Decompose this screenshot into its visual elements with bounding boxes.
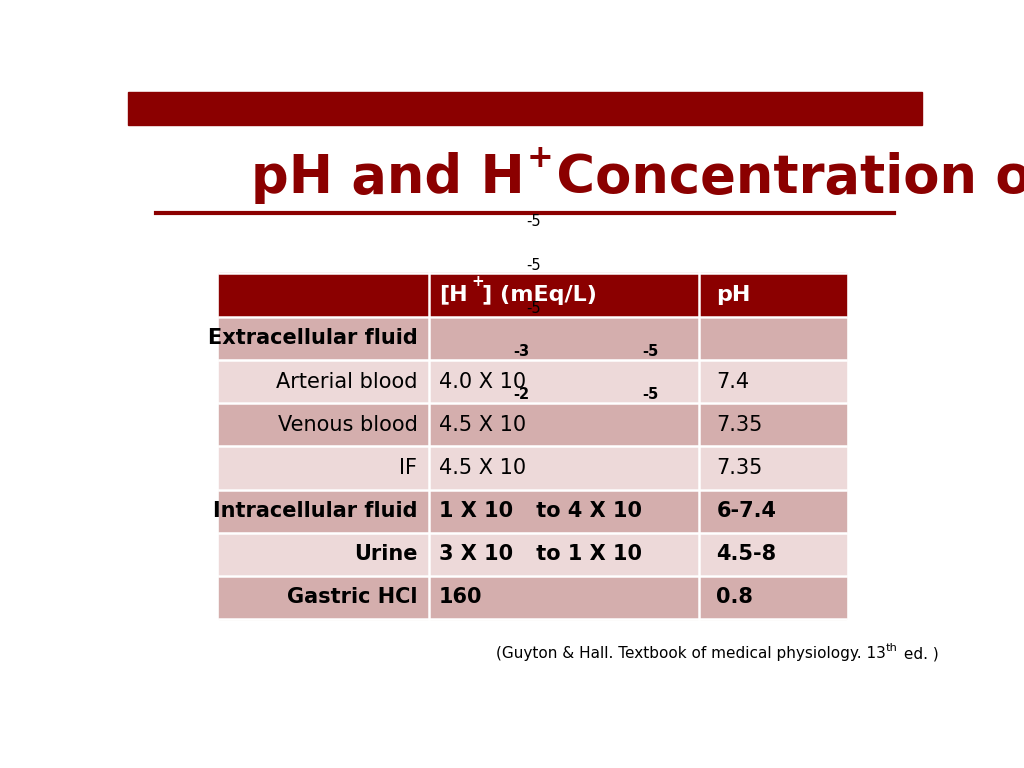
Bar bbox=[219, 533, 846, 576]
Text: -2: -2 bbox=[513, 387, 529, 402]
Text: 4.5 X 10: 4.5 X 10 bbox=[439, 458, 526, 478]
Text: to 4 X 10: to 4 X 10 bbox=[529, 502, 642, 521]
Text: Arterial blood: Arterial blood bbox=[275, 372, 418, 392]
Text: ] (mEq/L): ] (mEq/L) bbox=[482, 285, 597, 305]
Text: pH and H: pH and H bbox=[251, 152, 524, 204]
Text: Urine: Urine bbox=[354, 545, 418, 564]
Bar bbox=[219, 273, 846, 317]
Text: [H: [H bbox=[439, 285, 467, 305]
Text: -5: -5 bbox=[642, 387, 658, 402]
Text: -5: -5 bbox=[526, 301, 541, 316]
Bar bbox=[219, 317, 846, 360]
Text: Intracellular fluid: Intracellular fluid bbox=[213, 502, 418, 521]
Bar bbox=[128, 92, 922, 124]
Text: +: + bbox=[471, 274, 484, 290]
Text: IF: IF bbox=[399, 458, 418, 478]
Text: -5: -5 bbox=[526, 257, 541, 273]
Text: 4.5 X 10: 4.5 X 10 bbox=[439, 415, 526, 435]
Text: to 1 X 10: to 1 X 10 bbox=[529, 545, 642, 564]
Text: Concentration of Body Fluids: Concentration of Body Fluids bbox=[539, 152, 1024, 204]
Text: (Guyton & Hall. Textbook of medical physiology. 13: (Guyton & Hall. Textbook of medical phys… bbox=[496, 646, 886, 661]
Text: 4.0 X 10: 4.0 X 10 bbox=[439, 372, 526, 392]
Text: 7.35: 7.35 bbox=[717, 415, 763, 435]
Text: Venous blood: Venous blood bbox=[278, 415, 418, 435]
Text: 160: 160 bbox=[439, 588, 482, 607]
Text: 7.4: 7.4 bbox=[717, 372, 750, 392]
Text: 7.35: 7.35 bbox=[717, 458, 763, 478]
Text: Extracellular fluid: Extracellular fluid bbox=[208, 329, 418, 349]
Bar bbox=[219, 360, 846, 403]
Bar bbox=[219, 576, 846, 619]
Text: +: + bbox=[526, 144, 553, 174]
Bar bbox=[219, 403, 846, 446]
Text: 1 X 10: 1 X 10 bbox=[439, 502, 513, 521]
Bar bbox=[219, 446, 846, 489]
Text: 6-7.4: 6-7.4 bbox=[717, 502, 776, 521]
Text: -5: -5 bbox=[642, 344, 658, 359]
Text: th: th bbox=[886, 643, 898, 653]
Text: 0.8: 0.8 bbox=[717, 588, 754, 607]
Text: -5: -5 bbox=[526, 214, 541, 230]
Text: ed. ): ed. ) bbox=[899, 646, 938, 661]
Text: 4.5-8: 4.5-8 bbox=[717, 545, 776, 564]
Text: 3 X 10: 3 X 10 bbox=[439, 545, 513, 564]
Text: pH: pH bbox=[717, 285, 751, 305]
Text: Gastric HCl: Gastric HCl bbox=[287, 588, 418, 607]
Bar bbox=[219, 489, 846, 533]
Text: -3: -3 bbox=[513, 344, 529, 359]
